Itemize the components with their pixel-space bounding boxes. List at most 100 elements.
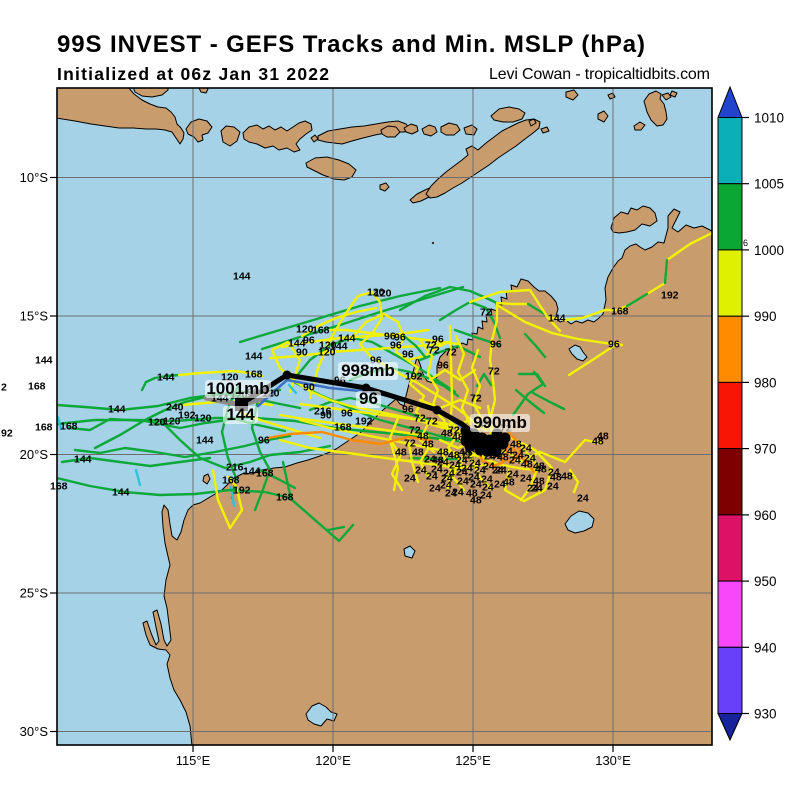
svg-text:48: 48 <box>417 431 429 443</box>
svg-text:24: 24 <box>404 473 416 485</box>
svg-text:144: 144 <box>112 487 130 499</box>
svg-text:30°S: 30°S <box>20 724 49 739</box>
svg-text:24: 24 <box>527 483 539 495</box>
svg-text:48: 48 <box>452 432 464 444</box>
svg-text:Initialized at 06z Jan 31 2022: Initialized at 06z Jan 31 2022 <box>57 64 329 84</box>
svg-text:48: 48 <box>466 488 478 500</box>
svg-text:48: 48 <box>503 477 515 489</box>
svg-text:24: 24 <box>441 473 453 485</box>
svg-text:120°E: 120°E <box>315 753 351 768</box>
svg-text:24: 24 <box>509 455 521 467</box>
svg-text:24: 24 <box>468 472 480 484</box>
svg-text:2: 2 <box>1 382 7 394</box>
svg-text:72: 72 <box>409 425 421 437</box>
svg-text:48: 48 <box>441 428 453 440</box>
svg-text:144: 144 <box>35 355 53 367</box>
svg-text:48: 48 <box>432 455 444 467</box>
svg-text:216: 216 <box>314 406 332 418</box>
svg-text:125°E: 125°E <box>455 753 491 768</box>
svg-text:72: 72 <box>488 366 500 378</box>
svg-text:48: 48 <box>463 435 475 447</box>
svg-text:24: 24 <box>481 474 493 486</box>
svg-text:72: 72 <box>461 450 473 462</box>
svg-text:192: 192 <box>233 485 251 497</box>
svg-text:24: 24 <box>501 446 513 458</box>
svg-text:120: 120 <box>296 324 314 336</box>
svg-text:990: 990 <box>754 309 777 324</box>
svg-text:48: 48 <box>521 459 533 471</box>
svg-text:72: 72 <box>480 307 492 319</box>
svg-text:144: 144 <box>548 313 566 325</box>
svg-text:90: 90 <box>296 347 308 359</box>
svg-text:24: 24 <box>474 465 486 477</box>
svg-text:144: 144 <box>288 338 306 350</box>
svg-text:1010: 1010 <box>754 111 784 126</box>
svg-text:168: 168 <box>611 306 629 318</box>
svg-text:940: 940 <box>754 640 777 655</box>
svg-text:115°E: 115°E <box>176 753 211 768</box>
svg-text:96: 96 <box>341 408 353 420</box>
svg-text:120: 120 <box>367 287 385 299</box>
svg-text:48: 48 <box>497 452 509 464</box>
svg-text:72: 72 <box>404 438 416 450</box>
svg-text:24: 24 <box>457 476 469 488</box>
svg-text:144: 144 <box>243 466 261 478</box>
svg-text:24: 24 <box>437 457 449 469</box>
svg-text:990mb: 990mb <box>473 413 527 432</box>
svg-text:144: 144 <box>74 454 92 466</box>
svg-text:24: 24 <box>577 493 589 505</box>
svg-text:96: 96 <box>370 355 382 367</box>
svg-text:1001mb: 1001mb <box>206 379 269 398</box>
svg-text:48: 48 <box>477 448 489 460</box>
svg-text:96: 96 <box>334 375 346 387</box>
svg-text:48: 48 <box>550 472 562 484</box>
svg-text:24: 24 <box>524 453 536 465</box>
svg-text:72: 72 <box>425 340 437 352</box>
svg-text:48: 48 <box>412 447 424 459</box>
svg-text:72: 72 <box>426 416 438 428</box>
svg-text:96: 96 <box>437 360 449 372</box>
svg-text:48: 48 <box>479 443 491 455</box>
svg-text:24: 24 <box>492 465 504 477</box>
svg-text:960: 960 <box>754 508 777 523</box>
svg-text:950: 950 <box>754 574 777 589</box>
svg-text:24: 24 <box>531 483 543 495</box>
svg-text:24: 24 <box>489 450 501 462</box>
svg-text:240: 240 <box>166 402 184 414</box>
svg-text:48: 48 <box>533 476 545 488</box>
svg-text:24: 24 <box>456 455 468 467</box>
svg-text:24: 24 <box>431 464 443 476</box>
svg-text:120: 120 <box>374 288 392 300</box>
svg-text:96: 96 <box>303 335 315 347</box>
svg-text:48: 48 <box>488 446 500 458</box>
svg-text:72: 72 <box>445 347 457 359</box>
svg-text:24: 24 <box>424 454 436 466</box>
svg-text:48: 48 <box>448 450 460 462</box>
svg-text:20°S: 20°S <box>20 447 49 462</box>
svg-text:48: 48 <box>471 439 483 451</box>
svg-text:1005: 1005 <box>754 177 784 192</box>
svg-text:120: 120 <box>318 347 336 359</box>
svg-text:90: 90 <box>303 382 315 394</box>
svg-text:Levi Cowan - tropicaltidbits.c: Levi Cowan - tropicaltidbits.com <box>489 66 710 83</box>
svg-text:48: 48 <box>459 447 471 459</box>
svg-text:998mb: 998mb <box>341 361 395 380</box>
svg-text:168: 168 <box>222 475 240 487</box>
svg-text:10°S: 10°S <box>20 170 49 185</box>
svg-text:24: 24 <box>507 469 519 481</box>
svg-text:24: 24 <box>512 450 524 462</box>
svg-text:96: 96 <box>258 435 270 447</box>
svg-text:168: 168 <box>60 421 78 433</box>
svg-text:24: 24 <box>445 488 457 500</box>
svg-text:24: 24 <box>456 467 468 479</box>
svg-text:24: 24 <box>482 482 494 494</box>
svg-text:144: 144 <box>330 341 348 353</box>
svg-text:144: 144 <box>108 404 126 416</box>
svg-text:24: 24 <box>426 471 438 483</box>
svg-text:96: 96 <box>402 404 414 416</box>
svg-text:24: 24 <box>429 483 441 495</box>
svg-text:24: 24 <box>520 443 532 455</box>
svg-text:72: 72 <box>414 413 426 425</box>
svg-text:72: 72 <box>428 345 440 357</box>
svg-text:24: 24 <box>484 451 496 463</box>
